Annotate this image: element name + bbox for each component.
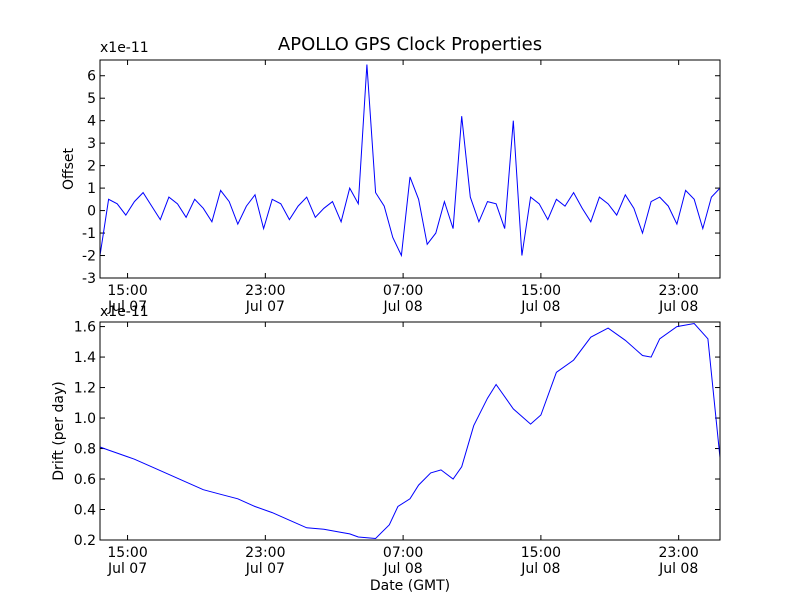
- y-tick-label: 1.0: [74, 411, 96, 427]
- x-tick-date-label: Jul 07: [107, 299, 147, 315]
- drift-panel: x1e-11 Drift (per day) Date (GMT) 0.2 0.4…: [51, 304, 721, 594]
- x-tick-date-label: Jul 07: [107, 561, 147, 577]
- offset-multiplier: x1e-11: [100, 40, 149, 56]
- drift-y-axis-label: Drift (per day): [51, 381, 67, 480]
- y-tick-label: 4: [87, 114, 96, 130]
- x-tick-time-label: 23:00: [658, 545, 698, 561]
- y-tick-label: 3: [87, 136, 96, 152]
- y-tick-label: 0.6: [74, 472, 96, 488]
- offset-plot-frame: [99, 59, 721, 279]
- y-tick-label: -3: [82, 271, 96, 287]
- y-tick-label: 1.4: [74, 350, 96, 366]
- x-tick-date-label: Jul 08: [658, 299, 698, 315]
- y-tick-label: 0.2: [74, 533, 96, 549]
- x-tick-time-label: 23:00: [245, 545, 285, 561]
- y-tick-label: 1.6: [74, 320, 96, 336]
- y-tick-label: 2: [87, 159, 96, 175]
- y-tick-label: 0.4: [74, 503, 96, 519]
- y-tick-label: 1.2: [74, 381, 96, 397]
- x-tick-date-label: Jul 08: [383, 561, 423, 577]
- x-tick-date-label: Jul 07: [245, 299, 285, 315]
- y-tick-label: 6: [87, 69, 96, 85]
- x-tick-date-label: Jul 08: [520, 299, 560, 315]
- x-tick-time-label: 15:00: [521, 545, 561, 561]
- y-tick-label: -2: [82, 249, 96, 265]
- x-tick-time-label: 07:00: [383, 283, 423, 299]
- y-tick-label: 0: [87, 204, 96, 220]
- x-tick-time-label: 23:00: [658, 283, 698, 299]
- chart-title: APOLLO GPS Clock Properties: [278, 34, 542, 55]
- x-tick-time-label: 15:00: [107, 545, 147, 561]
- x-tick-time-label: 23:00: [245, 283, 285, 299]
- drift-series-line: [99, 322, 721, 540]
- x-tick-time-label: 15:00: [521, 283, 561, 299]
- y-tick-label: 5: [87, 91, 96, 107]
- y-tick-label: -1: [82, 226, 96, 242]
- x-tick-time-label: 15:00: [107, 283, 147, 299]
- x-tick-date-label: Jul 08: [658, 561, 698, 577]
- x-tick-date-label: Jul 07: [245, 561, 285, 577]
- offset-y-axis-label: Offset: [61, 147, 77, 190]
- x-tick-date-label: Jul 08: [383, 299, 423, 315]
- x-tick-time-label: 07:00: [383, 545, 423, 561]
- x-tick-date-label: Jul 08: [520, 561, 560, 577]
- y-tick-label: 0.8: [74, 442, 96, 458]
- offset-series-line: [99, 64, 721, 258]
- drift-multiplier: x1e-11: [100, 304, 149, 320]
- drift-plot-frame: [99, 321, 721, 541]
- y-tick-label: 1: [87, 181, 96, 197]
- drift-x-axis-label: Date (GMT): [370, 578, 450, 594]
